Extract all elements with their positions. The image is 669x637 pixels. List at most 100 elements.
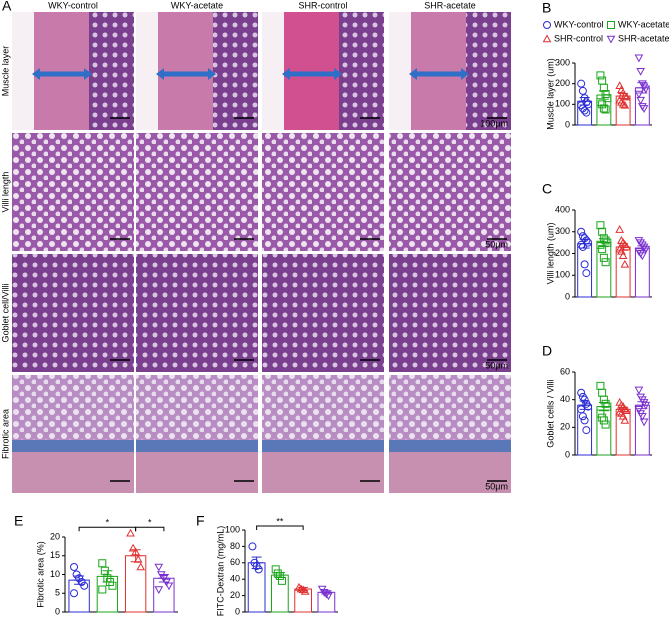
y-axis-label: Muscle layer (um) bbox=[545, 58, 555, 130]
data-point bbox=[582, 269, 591, 278]
column-header: SHR-control bbox=[298, 0, 347, 10]
y-tick-label: 100 bbox=[555, 99, 570, 109]
y-tick-label: 100 bbox=[555, 270, 570, 280]
data-point bbox=[580, 260, 589, 269]
data-point bbox=[322, 590, 331, 599]
legend-label: SHR-acetate bbox=[618, 33, 669, 43]
fibrosis bbox=[262, 440, 384, 452]
data-point bbox=[324, 592, 333, 601]
y-tick-label: 200 bbox=[555, 78, 570, 88]
y-tick-label: 0 bbox=[565, 449, 570, 459]
y-axis-label: Fibrotic area (%) bbox=[35, 541, 45, 608]
data-point bbox=[641, 85, 651, 94]
data-point bbox=[639, 418, 649, 427]
tissue bbox=[262, 133, 384, 251]
data-point bbox=[136, 562, 146, 571]
data-point bbox=[634, 406, 644, 414]
micrograph bbox=[389, 375, 511, 493]
glands bbox=[262, 375, 384, 440]
micrograph bbox=[12, 133, 134, 251]
data-point bbox=[580, 416, 589, 425]
tissue bbox=[136, 133, 258, 251]
data-point bbox=[273, 569, 282, 578]
data-point bbox=[598, 388, 607, 397]
data-point bbox=[639, 105, 649, 113]
micrograph bbox=[12, 254, 134, 372]
column-header: WKY-acetate bbox=[171, 0, 223, 10]
data-point bbox=[601, 90, 610, 98]
data-point bbox=[620, 91, 630, 100]
y-tick-label: 80 bbox=[230, 541, 240, 551]
data-point bbox=[582, 108, 591, 117]
bar bbox=[634, 404, 650, 456]
muscle bbox=[136, 452, 258, 493]
data-point bbox=[296, 584, 306, 593]
data-point bbox=[638, 412, 647, 421]
micrograph bbox=[136, 375, 258, 493]
data-point bbox=[248, 542, 257, 551]
data-point bbox=[617, 97, 626, 106]
muscle bbox=[411, 12, 466, 130]
data-point bbox=[271, 565, 280, 574]
data-point bbox=[634, 386, 644, 395]
data-point bbox=[582, 426, 591, 435]
data-point bbox=[596, 71, 605, 80]
data-point bbox=[598, 227, 607, 236]
data-point bbox=[164, 582, 174, 591]
y-tick-label: 15 bbox=[50, 550, 60, 560]
y-tick-label: 0 bbox=[235, 606, 240, 616]
y-tick-label: 60 bbox=[230, 557, 240, 567]
data-point bbox=[275, 571, 284, 580]
micrograph bbox=[136, 254, 258, 372]
data-point bbox=[154, 563, 164, 572]
data-point bbox=[641, 401, 651, 410]
data-point bbox=[598, 245, 607, 254]
tissue bbox=[136, 254, 258, 372]
row-label: Villi length bbox=[0, 172, 10, 213]
data-point bbox=[577, 240, 586, 249]
panel-letter: A bbox=[2, 0, 12, 14]
data-point bbox=[596, 381, 605, 390]
y-axis-label: FITC-Dextran (mg/mL) bbox=[215, 526, 225, 617]
y-tick-label: 60 bbox=[560, 366, 570, 376]
data-point bbox=[156, 571, 166, 580]
data-point bbox=[599, 416, 608, 425]
data-point bbox=[622, 92, 631, 101]
muscle bbox=[34, 12, 89, 130]
data-point bbox=[634, 54, 644, 63]
tissue bbox=[12, 133, 134, 251]
micrograph bbox=[389, 12, 511, 130]
micrograph bbox=[389, 133, 511, 251]
fibrosis bbox=[389, 440, 511, 452]
y-tick-label: 0 bbox=[565, 291, 570, 301]
data-point bbox=[80, 581, 89, 590]
legend-label: SHR-control bbox=[554, 33, 603, 43]
micrograph bbox=[12, 12, 134, 130]
glands bbox=[213, 12, 258, 130]
scale-bar-label: 100μm bbox=[480, 118, 508, 128]
data-point bbox=[601, 236, 610, 245]
lumen bbox=[389, 12, 411, 130]
row-label: Fibrotic area bbox=[0, 409, 10, 459]
data-point bbox=[584, 238, 593, 247]
y-tick-label: 10 bbox=[50, 569, 60, 579]
scale-bar-label: 50μm bbox=[485, 481, 508, 491]
y-tick-label: 200 bbox=[555, 248, 570, 258]
data-point bbox=[582, 236, 591, 245]
data-point bbox=[636, 96, 645, 105]
muscle bbox=[389, 452, 511, 493]
significance-bracket bbox=[256, 525, 304, 530]
data-point bbox=[601, 258, 610, 267]
data-point bbox=[618, 99, 628, 108]
y-tick-label: 20 bbox=[230, 590, 240, 600]
data-point bbox=[580, 106, 589, 115]
significance-label: ** bbox=[276, 516, 284, 526]
data-point bbox=[620, 100, 630, 109]
glands bbox=[389, 375, 511, 440]
y-tick-label: 5 bbox=[55, 588, 60, 598]
column-header: WKY-control bbox=[48, 0, 98, 10]
y-tick-label: 0 bbox=[565, 119, 570, 129]
data-point bbox=[639, 83, 649, 92]
data-point bbox=[162, 578, 171, 587]
